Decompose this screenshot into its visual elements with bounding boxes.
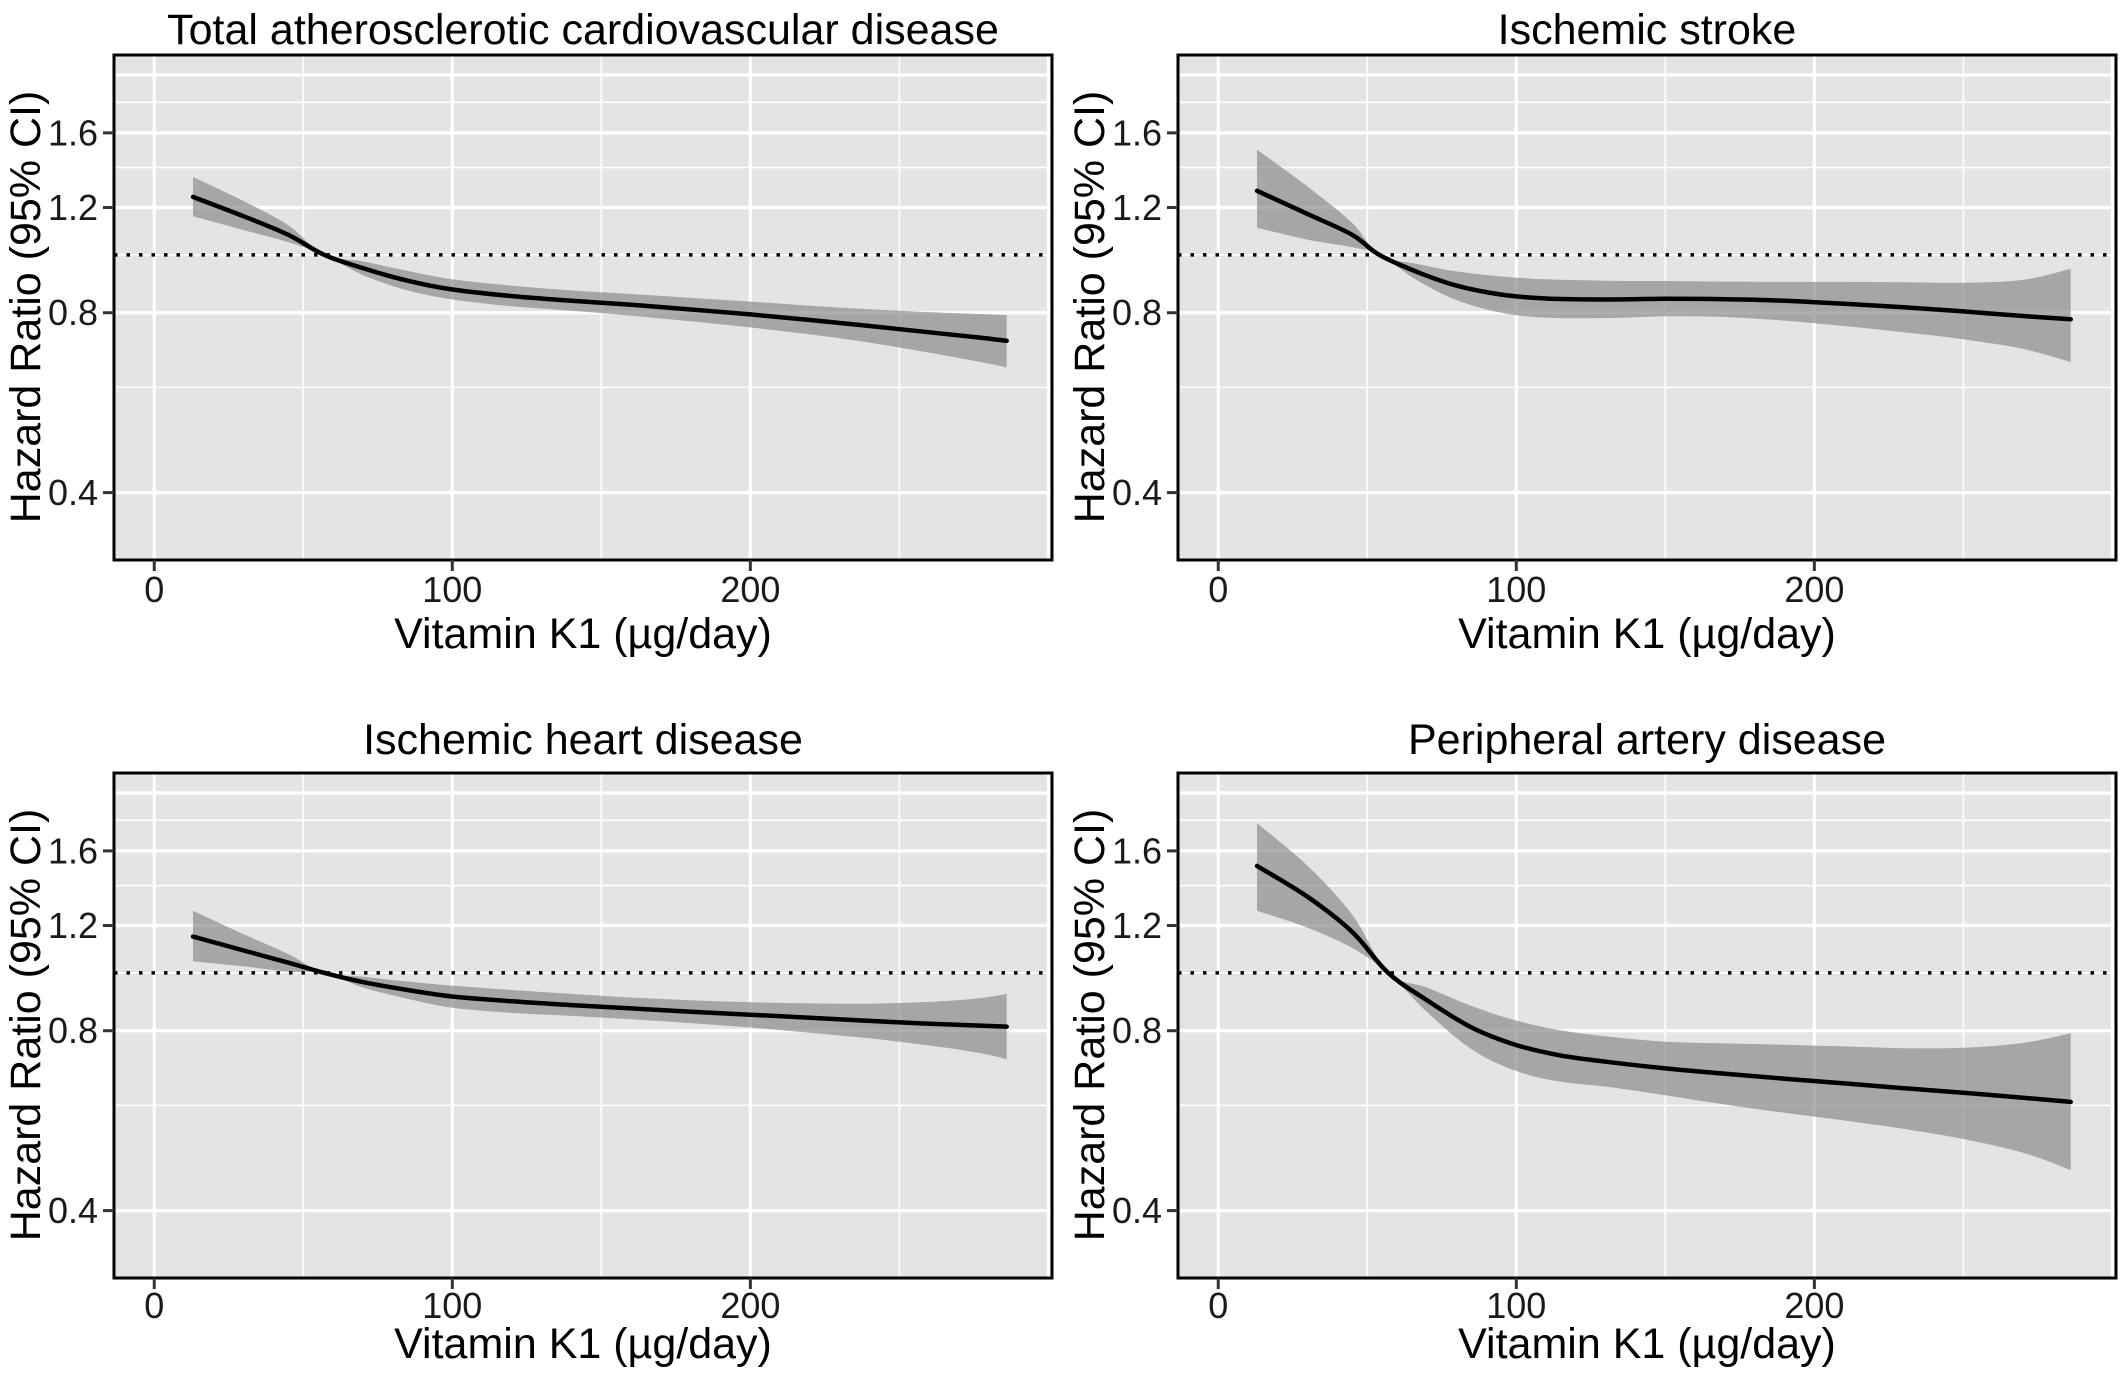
- panel-title: Total atherosclerotic cardiovascular dis…: [167, 6, 999, 54]
- y-tick-label: 1.6: [48, 112, 98, 153]
- x-tick-label: 200: [1784, 1285, 1844, 1326]
- panel-title: Ischemic heart disease: [363, 716, 803, 764]
- hazard-ratio-curve: [1254, 188, 2073, 322]
- y-tick-label: 0.4: [48, 472, 98, 513]
- y-tick-label: 0.4: [1112, 472, 1162, 513]
- x-tick-label: 200: [720, 1285, 780, 1326]
- panel-border: [1176, 771, 2118, 1280]
- y-tick-label: 1.2: [48, 187, 98, 228]
- hazard-ratio-curve: [190, 194, 1009, 344]
- hazard-ratio-curve: [190, 934, 1009, 1029]
- x-tick-label: 0: [1208, 1285, 1228, 1326]
- x-tick-label: 0: [1208, 569, 1228, 610]
- x-tick-label: 0: [144, 569, 164, 610]
- x-tick-label: 200: [720, 569, 780, 610]
- y-tick-label: 1.6: [1112, 112, 1162, 153]
- x-tick-label: 100: [422, 1285, 482, 1326]
- y-tick-label: 0.8: [48, 1010, 98, 1051]
- panel-border: [112, 53, 1054, 562]
- x-axis-title: Vitamin K1 (µg/day): [1458, 1320, 1836, 1368]
- panel-background: [1178, 773, 2116, 1278]
- y-tick-label: 1.2: [48, 905, 98, 946]
- x-tick-label: 200: [1784, 569, 1844, 610]
- y-tick-label: 0.4: [1112, 1190, 1162, 1231]
- x-axis-title: Vitamin K1 (µg/day): [394, 1320, 772, 1368]
- y-axis-title: Hazard Ratio (95% CI): [2, 809, 50, 1242]
- confidence-ribbon: [193, 910, 1007, 1060]
- x-tick-label: 100: [1486, 569, 1546, 610]
- y-axis-title: Hazard Ratio (95% CI): [1066, 91, 1114, 524]
- confidence-ribbon: [1257, 149, 2071, 362]
- chart-ischemic-heart-disease: 0 100 200 0.4 0.8 1.2 1.6 Ischemic heart disea…: [2, 716, 1054, 1368]
- y-tick-label: 1.2: [1112, 187, 1162, 228]
- y-axis-title: Hazard Ratio (95% CI): [2, 91, 50, 524]
- hazard-ratio-curve: [1254, 863, 2073, 1105]
- panel-border: [112, 771, 1054, 1280]
- x-tick-label: 100: [422, 569, 482, 610]
- y-tick-label: 0.8: [1112, 292, 1162, 333]
- x-axis-title: Vitamin K1 (µg/day): [1458, 610, 1836, 658]
- x-tick-label: 100: [1486, 1285, 1546, 1326]
- x-tick-label: 0: [144, 1285, 164, 1326]
- y-tick-label: 0.4: [48, 1190, 98, 1231]
- y-axis-title: Hazard Ratio (95% CI): [1066, 809, 1114, 1242]
- y-tick-label: 1.6: [48, 830, 98, 871]
- panel-title: Ischemic stroke: [1498, 6, 1797, 54]
- panel-title: Peripheral artery disease: [1408, 716, 1886, 764]
- chart-peripheral-artery-disease: 0 100 200 0.4 0.8 1.2 1.6 Peripheral artery di…: [1066, 716, 2118, 1368]
- y-tick-label: 0.8: [1112, 1010, 1162, 1051]
- x-axis-title: Vitamin K1 (µg/day): [394, 610, 772, 658]
- chart-ischemic-stroke: 0 100 200 0.4 0.8 1.2 1.6 Ischemic stroke Vita…: [1066, 6, 2118, 658]
- y-tick-label: 1.2: [1112, 905, 1162, 946]
- y-tick-label: 1.6: [1112, 830, 1162, 871]
- chart-total-atherosclerotic-cardiovascular-disease: 0 100 200 0.4 0.8 1.2 1.6 Total atheroscleroti…: [2, 6, 1054, 658]
- y-tick-label: 0.8: [48, 292, 98, 333]
- panel-border: [1176, 53, 2118, 562]
